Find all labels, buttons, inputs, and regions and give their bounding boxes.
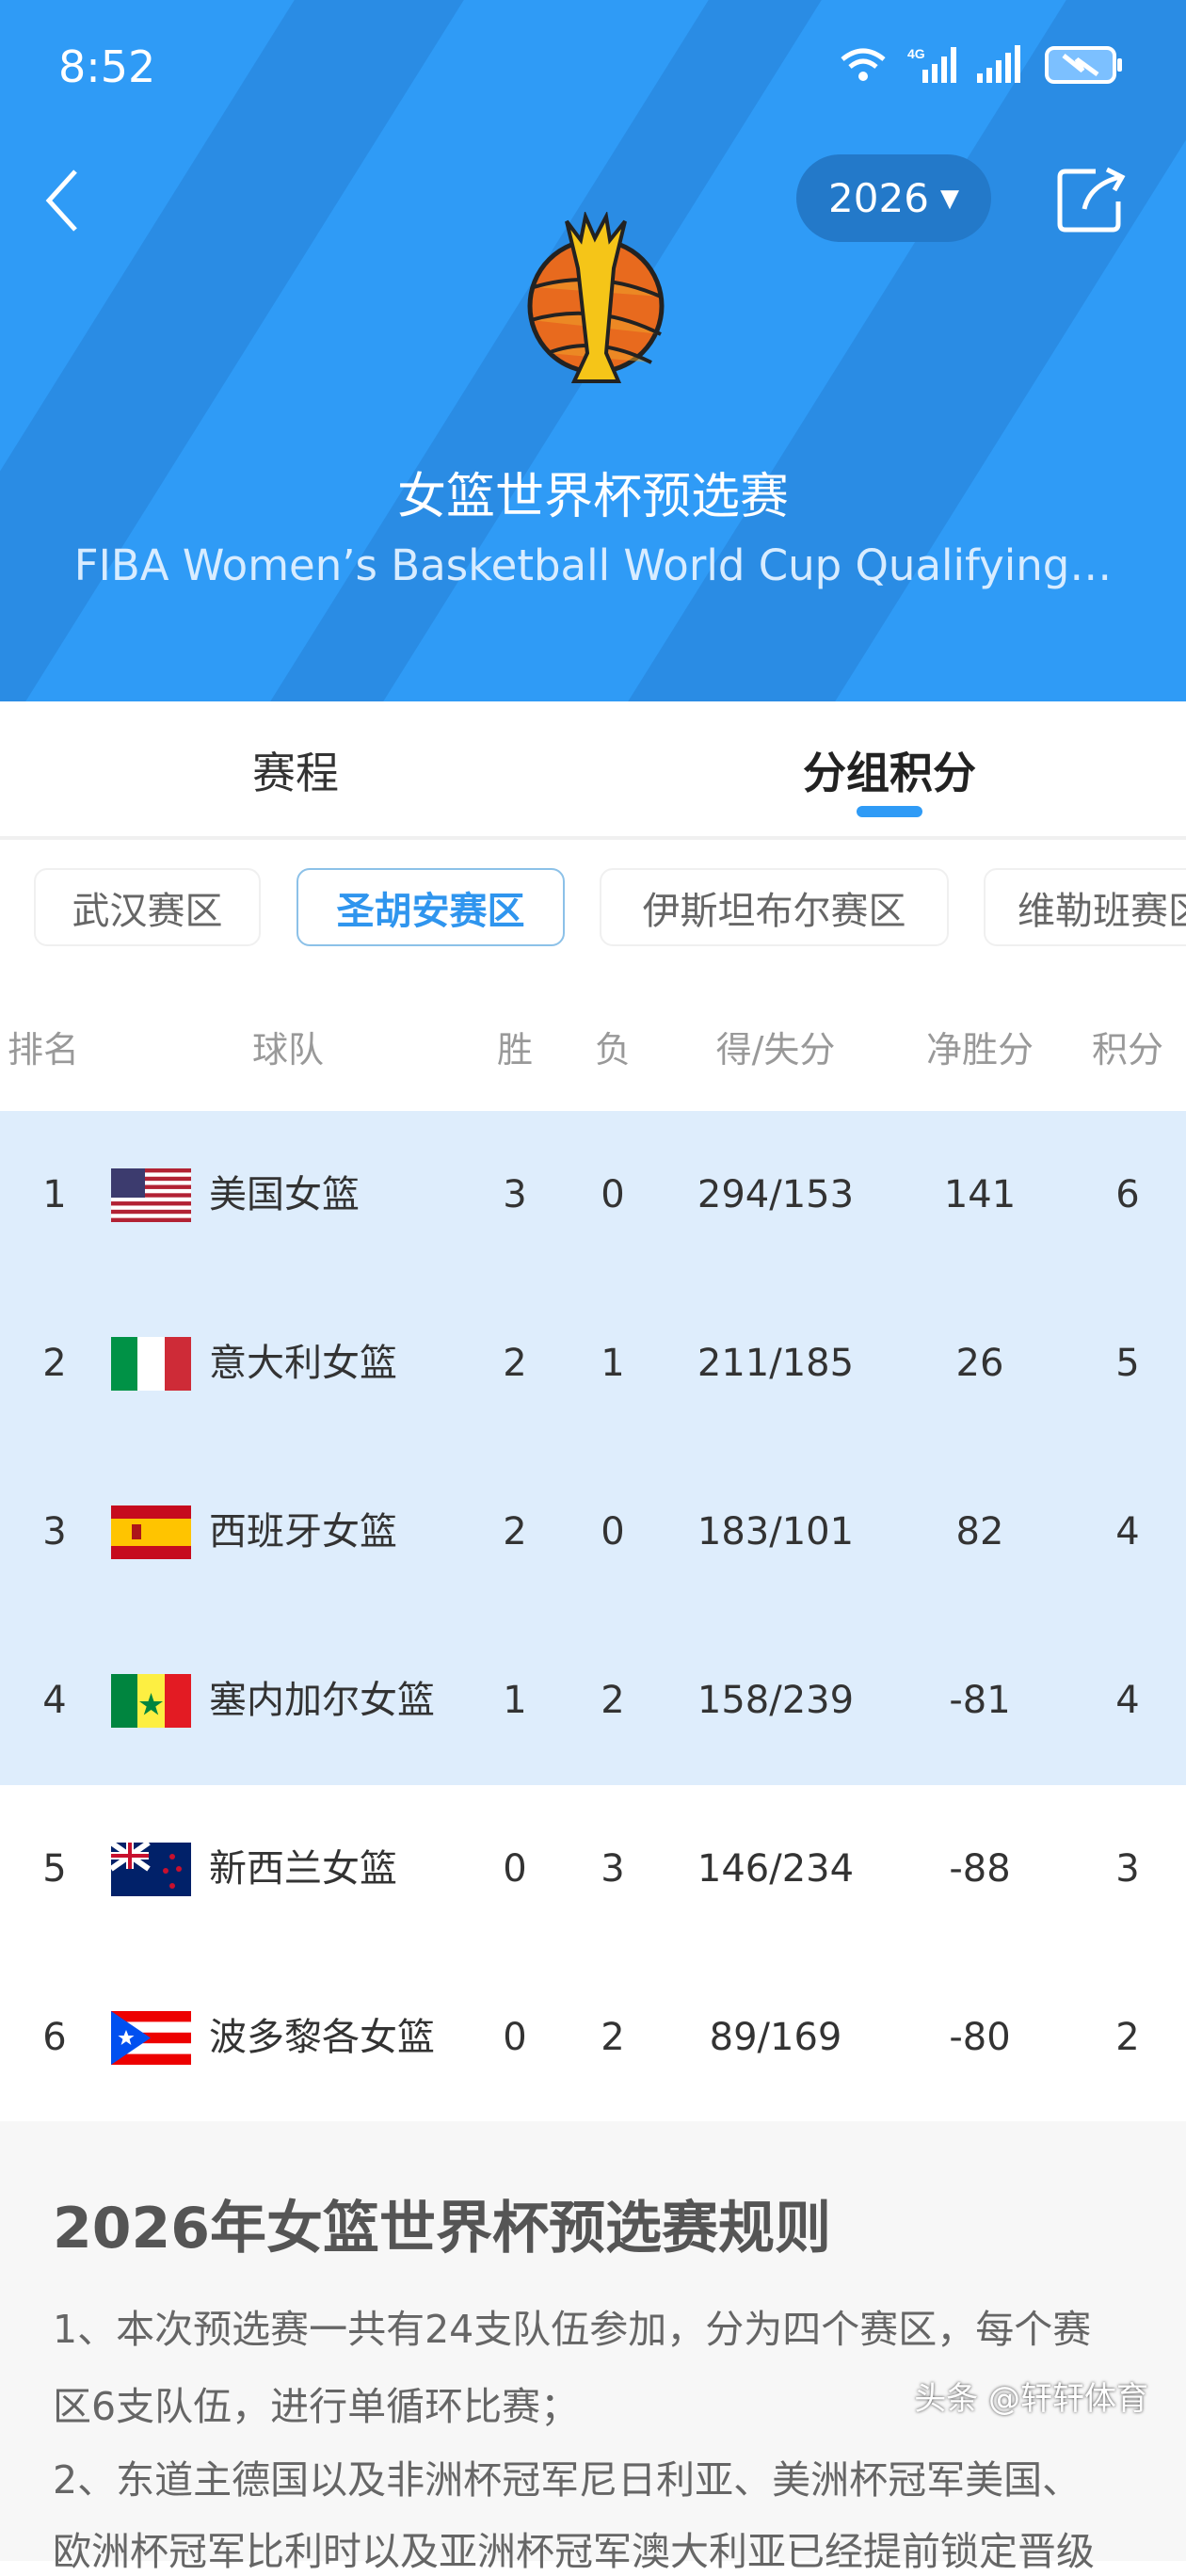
flag-puerto-rico-icon	[111, 2011, 191, 2065]
flag-spain-icon	[111, 1505, 191, 1559]
header-wins: 胜	[496, 1029, 533, 1071]
table-row[interactable]: 2 2 1 211/185 26 5 意大利女篮	[0, 1280, 1186, 1448]
flag-senegal-icon	[111, 1674, 191, 1728]
cell-team-name[interactable]: 波多黎各女篮	[209, 2016, 435, 2059]
signal-icon	[977, 45, 1020, 83]
cell-points: 6	[1115, 1173, 1140, 1216]
region-chip-villeurbanne[interactable]: 维勒班赛区	[984, 868, 1186, 946]
battery-charging-icon	[1045, 46, 1122, 84]
cell-team-name[interactable]: 新西兰女篮	[209, 1847, 397, 1891]
cell-losses: 1	[601, 1342, 625, 1385]
cell-wins: 2	[503, 1510, 527, 1554]
cell-rank: 1	[42, 1173, 67, 1216]
share-icon[interactable]	[1054, 164, 1130, 235]
cell-wins: 0	[503, 2016, 527, 2059]
cell-losses: 2	[601, 2016, 625, 2059]
year-label: 2026	[828, 175, 929, 221]
cell-rank: 4	[42, 1679, 67, 1722]
cell-rank: 5	[42, 1847, 67, 1891]
cell-losses: 0	[601, 1173, 625, 1216]
cell-team-name[interactable]: 西班牙女篮	[209, 1510, 397, 1554]
header-point-diff: 净胜分	[925, 1029, 1034, 1071]
cell-losses: 3	[601, 1847, 625, 1891]
cell-points: 3	[1115, 1847, 1140, 1891]
rules-line: 2、东道主德国以及非洲杯冠军尼日利亚、美洲杯冠军美国、	[53, 2457, 1082, 2503]
cell-losses: 0	[601, 1510, 625, 1554]
cell-point-diff: -81	[949, 1679, 1011, 1722]
cell-rank: 6	[42, 2016, 67, 2059]
year-selector[interactable]: 2026 ▼	[796, 154, 991, 242]
cell-team-name[interactable]: 意大利女篮	[209, 1342, 397, 1385]
cell-team-name[interactable]: 塞内加尔女篮	[209, 1679, 435, 1722]
table-row[interactable]: 6 0 2 89/169 -80 2 波多黎各女篮	[0, 1954, 1186, 2122]
cell-losses: 2	[601, 1679, 625, 1722]
cell-points: 4	[1115, 1679, 1140, 1722]
cell-rank: 3	[42, 1510, 67, 1554]
status-icons: 4G	[840, 45, 1124, 85]
flag-italy-icon	[111, 1337, 191, 1391]
cell-points: 5	[1115, 1342, 1140, 1385]
cell-wins: 3	[503, 1173, 527, 1216]
table-row[interactable]: 1 3 0 294/153 141 6 美国女篮	[0, 1111, 1186, 1280]
flag-new-zealand-icon	[111, 1843, 191, 1896]
cell-wins: 1	[503, 1679, 527, 1722]
rules-title: 2026年女篮世界杯预选赛规则	[53, 2196, 831, 2262]
cell-wins: 2	[503, 1342, 527, 1385]
cell-team-name[interactable]: 美国女篮	[209, 1173, 360, 1216]
tab-group-standings[interactable]: 分组积分	[803, 748, 976, 798]
tab-divider	[0, 836, 1186, 840]
cell-point-diff: 26	[955, 1342, 1004, 1385]
header-losses: 负	[594, 1029, 631, 1071]
cell-wins: 0	[503, 1847, 527, 1891]
cell-points-for-against: 158/239	[697, 1679, 855, 1722]
rules-line: 1、本次预选赛一共有24支队伍参加，分为四个赛区，每个赛	[53, 2307, 1092, 2352]
header-banner: 8:52 4G 2026 ▼ 女篮世界杯预选赛 FIBA Women’s Bask…	[0, 0, 1186, 701]
cell-points-for-against: 89/169	[709, 2016, 842, 2059]
header-rank: 排名	[8, 1029, 80, 1071]
header-points-for-against: 得/失分	[715, 1029, 836, 1071]
svg-text:4G: 4G	[907, 46, 925, 61]
rules-section	[0, 2121, 1186, 2561]
cell-points: 4	[1115, 1510, 1140, 1554]
competition-subtitle: FIBA Women’s Basketball World Cup Qualif…	[73, 540, 1113, 590]
tab-schedule[interactable]: 赛程	[252, 748, 339, 798]
rules-line: 欧洲杯冠军比利时以及亚洲杯冠军澳大利亚已经提前锁定晋级	[53, 2529, 1095, 2574]
flag-usa-icon	[111, 1168, 191, 1222]
cellular-4g-icon: 4G	[907, 46, 956, 83]
table-row[interactable]: 3 2 0 183/101 82 4 西班牙女篮	[0, 1448, 1186, 1617]
cell-point-diff: 82	[955, 1510, 1004, 1554]
rules-line: 区6支队伍，进行单循环比赛；	[53, 2384, 580, 2429]
cell-points-for-against: 146/234	[697, 1847, 855, 1891]
header-team: 球队	[251, 1029, 324, 1071]
cell-point-diff: -88	[949, 1847, 1011, 1891]
cell-point-diff: 141	[943, 1173, 1017, 1216]
region-chip-san-juan[interactable]: 圣胡安赛区	[296, 868, 565, 946]
cell-points-for-against: 211/185	[697, 1342, 855, 1385]
wifi-icon	[841, 48, 886, 81]
table-row[interactable]: 4 1 2 158/239 -81 4 塞内加尔女篮	[0, 1617, 1186, 1785]
watermark: 头条 @轩轩体育	[914, 2380, 1148, 2418]
cell-points-for-against: 294/153	[697, 1173, 855, 1216]
table-row[interactable]: 5 0 3 146/234 -88 3 新西兰女篮	[0, 1785, 1186, 1954]
region-chip-istanbul[interactable]: 伊斯坦布尔赛区	[600, 868, 949, 946]
region-chip-wuhan[interactable]: 武汉赛区	[34, 868, 261, 946]
back-chevron-icon[interactable]	[38, 166, 94, 235]
caret-down-icon: ▼	[939, 184, 959, 213]
competition-title: 女篮世界杯预选赛	[396, 469, 789, 525]
cell-points: 2	[1115, 2016, 1140, 2059]
tournament-logo	[527, 212, 665, 383]
status-time: 8:52	[58, 41, 156, 92]
cell-point-diff: -80	[949, 2016, 1011, 2059]
cell-points-for-against: 183/101	[697, 1510, 855, 1554]
active-tab-indicator	[857, 806, 922, 817]
header-points: 积分	[1091, 1029, 1163, 1071]
cell-rank: 2	[42, 1342, 67, 1385]
